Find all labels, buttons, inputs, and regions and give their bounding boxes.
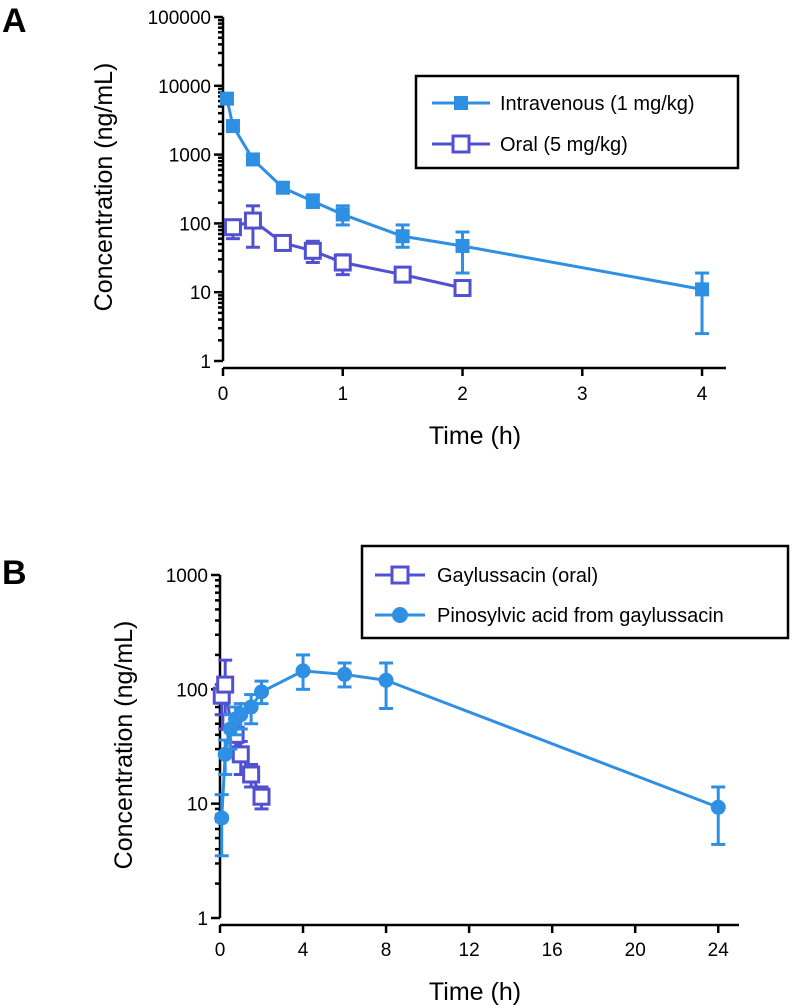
panel-a-y-tick-label: 100000	[148, 8, 211, 29]
panel-a-y-axis-title: Concentration (ng/mL)	[90, 63, 118, 312]
panel-b-series-1-line	[220, 669, 719, 819]
panel-a-letter: A	[2, 2, 27, 40]
panel-b-x-tick-label: 24	[708, 940, 730, 961]
panel-b-x-tick-label: 16	[542, 940, 563, 961]
legend-intravenous-marker	[454, 96, 468, 110]
panel-a-y-tick-label: 100	[179, 214, 211, 235]
panel-b-y-tick-label: 100	[176, 680, 208, 701]
panel-b-series-0-point	[252, 787, 271, 806]
panel-a-x-axis-title: Time (h)	[429, 422, 521, 450]
panel-b-x-tick-label: 8	[381, 940, 392, 961]
panel-b-x-tick-label: 12	[459, 940, 480, 961]
panel-b-series-1-point	[295, 663, 311, 679]
panel-b-x-axis-title: Time (h)	[429, 978, 521, 1006]
panel-a-y-tick-label: 10000	[158, 77, 211, 98]
panel-a-series-0-point	[219, 91, 234, 106]
panel-b-series-1-point	[254, 684, 270, 700]
panel-a-y-tick-label: 10	[190, 283, 211, 304]
panel-b-series-1-point	[337, 666, 353, 682]
panel-b-y-tick-label: 1	[197, 909, 208, 930]
panel-b-y-tick-label: 1000	[166, 566, 208, 587]
panel-a-series-0-point	[225, 119, 240, 134]
legend-gaylussacin-marker	[390, 565, 410, 585]
panel-b-legend: Gaylussacin (oral) Pinosylvic acid from …	[360, 544, 790, 640]
legend-gaylussacin-label: Gaylussacin (oral)	[437, 565, 598, 587]
panel-a-series-0-point	[335, 207, 350, 222]
panel-b-y-tick-label: 10	[187, 795, 208, 816]
panel-a-y-tick-label: 1	[200, 352, 211, 373]
panel-b-plot-area: 1 10 100 1000 0 4 8 12 16 20 24	[166, 566, 739, 961]
panel-a-series-1-point	[303, 241, 322, 260]
legend-pinosylvic-label: Pinosylvic acid from gaylussacin	[437, 605, 724, 627]
panel-b-y-axis-title: Concentration (ng/mL)	[110, 621, 138, 870]
panel-b-series-1-point	[217, 746, 233, 762]
panel-a-x-tick-label: 2	[457, 384, 468, 405]
panel-a-series-0-point	[455, 238, 470, 253]
panel-b-x-tick-label: 20	[625, 940, 646, 961]
panel-b-series-0-point	[242, 765, 261, 784]
panel-a-x-tick-label: 3	[577, 384, 588, 405]
panel-b-series-1-point	[243, 699, 259, 715]
panel-a-series-0-point	[695, 282, 710, 297]
panel-b-series-1-point	[378, 672, 394, 688]
panel-a-x-tick-label: 4	[697, 384, 708, 405]
legend-oral-label: Oral (5 mg/kg)	[500, 134, 628, 156]
panel-b-legend-box	[360, 544, 790, 640]
panel-a-series-1-point	[333, 253, 352, 272]
legend-intravenous-label: Intravenous (1 mg/kg)	[500, 93, 695, 115]
panel-a-series-1-point	[453, 279, 472, 298]
panel-a-series-1-point	[243, 211, 262, 230]
panel-b: B 1 10 100 1000 0 4 8 12 16 20 24 Time (h) Concent…	[2, 544, 790, 1006]
panel-a-series-0-point	[395, 229, 410, 244]
panel-b-x-tick-label: 4	[298, 940, 309, 961]
panel-a-x-tick-label: 0	[218, 384, 229, 405]
panel-b-series-0-point	[216, 675, 235, 694]
panel-a-series-1-point	[273, 233, 292, 252]
panel-b-x-tick-label: 0	[215, 940, 226, 961]
panel-b-series-1-point	[710, 799, 726, 815]
legend-oral-marker	[451, 134, 471, 154]
legend-pinosylvic-marker	[392, 607, 408, 623]
panel-b-series-1-point	[214, 810, 230, 826]
panel-a-series-0-point	[305, 194, 320, 209]
panel-b-series-1-point	[233, 707, 249, 723]
panel-b-letter: B	[2, 554, 27, 592]
panel-a-series-0-point	[275, 180, 290, 195]
panel-a-series-1-point	[393, 265, 412, 284]
panel-a-legend: Intravenous (1 mg/kg) Oral (5 mg/kg)	[414, 74, 740, 170]
panel-a-series-0-point	[245, 152, 260, 167]
panel-a-x-tick-label: 1	[337, 384, 348, 405]
panel-a-y-tick-label: 1000	[169, 146, 211, 167]
panel-a-series-1-point	[223, 218, 242, 237]
